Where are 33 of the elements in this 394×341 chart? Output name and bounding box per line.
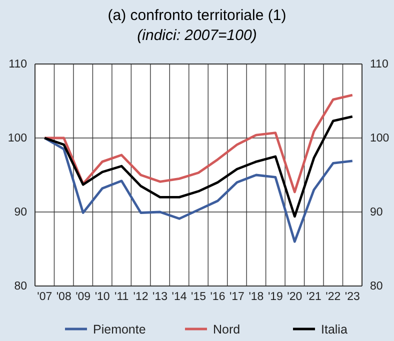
legend-label: Piemonte: [93, 322, 146, 336]
line-series: [43, 115, 354, 218]
y-tick-label: 80: [14, 280, 27, 293]
x-tick-label: '13: [152, 291, 168, 304]
x-tick-label: '11: [114, 291, 129, 304]
x-tick-label: '18: [248, 291, 264, 304]
x-tick-label: '17: [229, 291, 244, 304]
y2-tick-label: 100: [370, 132, 390, 145]
x-tick-label: '09: [76, 291, 91, 304]
y-tick-label: 90: [14, 206, 27, 219]
x-tick-label: '21: [306, 291, 322, 304]
x-tick-label: '08: [56, 291, 72, 304]
y2-tick-label: 90: [370, 206, 383, 219]
legend-label: Nord: [213, 322, 240, 336]
x-tick-label: '10: [94, 291, 110, 304]
x-tick-label: '15: [191, 291, 206, 304]
x-tick-label: '22: [326, 291, 341, 304]
x-tick-label: '14: [172, 291, 188, 304]
x-tick-label: '12: [133, 291, 148, 304]
y-tick-label: 110: [8, 58, 27, 71]
chart-title: (a) confronto territoriale (1): [108, 7, 286, 24]
line-series: [43, 136, 354, 243]
x-tick-label: '20: [287, 291, 302, 304]
line-series: [43, 94, 354, 194]
x-tick-label: '19: [268, 291, 283, 304]
y-tick-label: 100: [8, 132, 27, 145]
legend-label: Italia: [321, 322, 348, 336]
x-tick-label: '16: [210, 291, 226, 304]
y2-tick-label: 110: [370, 58, 388, 71]
chart-subtitle: (indici: 2007=100): [137, 27, 257, 44]
y2-tick-label: 80: [370, 280, 383, 293]
x-tick-label: '07: [37, 291, 52, 304]
x-tick-label: '23: [344, 291, 360, 304]
